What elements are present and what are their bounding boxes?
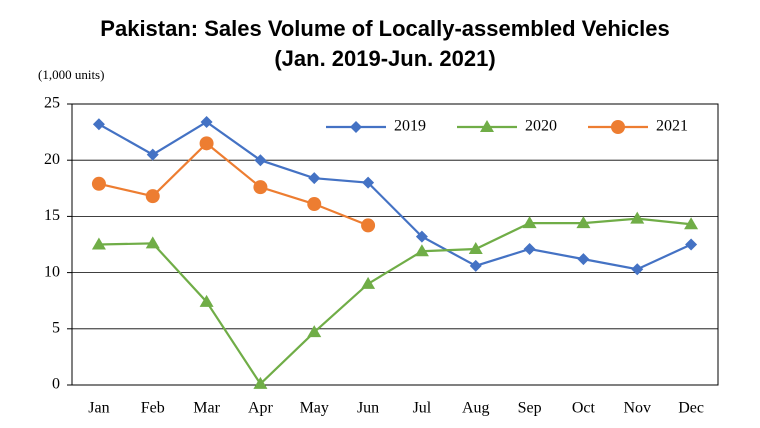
y-tick-label: 10 [44, 263, 60, 280]
data-point [469, 259, 482, 272]
x-tick-label: Mar [193, 400, 220, 417]
y-axis-label: (1,000 units) [38, 67, 104, 82]
series-line [98, 217, 692, 386]
data-point [91, 237, 106, 250]
data-point [253, 376, 268, 389]
legend-label: 2020 [525, 118, 557, 135]
data-point [307, 197, 322, 212]
data-point [362, 176, 375, 189]
data-point [468, 241, 483, 254]
plot-border [71, 103, 719, 386]
legend-marker [350, 121, 362, 133]
x-tick-label: Jan [88, 400, 109, 417]
data-point [415, 230, 428, 243]
data-point [631, 263, 644, 276]
legend-marker [480, 120, 494, 132]
chart-subtitle: (Jan. 2019-Jun. 2021) [274, 46, 495, 71]
data-point [253, 180, 268, 195]
x-tick-label: Oct [572, 400, 596, 417]
data-point [684, 217, 699, 230]
data-point [523, 242, 536, 255]
data-point [522, 216, 537, 229]
x-tick-label: Jun [357, 400, 379, 417]
data-point [92, 118, 105, 131]
data-point [145, 236, 160, 249]
data-point [254, 154, 267, 167]
data-point [576, 216, 591, 229]
x-tick-label: Jul [413, 400, 432, 417]
y-tick-label: 25 [44, 95, 60, 112]
x-tick-label: Apr [248, 400, 274, 417]
x-tick-label: May [300, 400, 329, 417]
data-point [146, 148, 159, 161]
data-point [577, 253, 590, 266]
y-tick-label: 15 [44, 207, 60, 224]
legend-label: 2019 [394, 118, 426, 135]
series-line [98, 141, 369, 227]
chart-title: Pakistan: Sales Volume of Locally-assemb… [100, 16, 669, 41]
data-point [91, 176, 106, 191]
data-point [630, 211, 645, 224]
data-point [685, 238, 698, 251]
data-point [145, 189, 160, 204]
x-tick-label: Sep [518, 400, 542, 417]
data-point [361, 276, 376, 289]
y-tick-label: 20 [44, 151, 60, 168]
y-tick-label: 0 [52, 376, 60, 393]
data-point [308, 172, 321, 185]
data-point [200, 115, 213, 128]
x-tick-label: Aug [462, 400, 490, 417]
y-tick-label: 5 [52, 319, 60, 336]
data-point [361, 218, 376, 233]
legend-label: 2021 [656, 118, 688, 135]
legend-marker [611, 120, 625, 134]
x-tick-label: Feb [141, 400, 165, 417]
x-tick-label: Nov [623, 400, 651, 417]
data-point [199, 136, 214, 151]
data-point [414, 244, 429, 257]
x-tick-label: Dec [678, 400, 704, 417]
data-point [307, 325, 322, 338]
series-line [98, 120, 692, 271]
data-point [199, 294, 214, 307]
